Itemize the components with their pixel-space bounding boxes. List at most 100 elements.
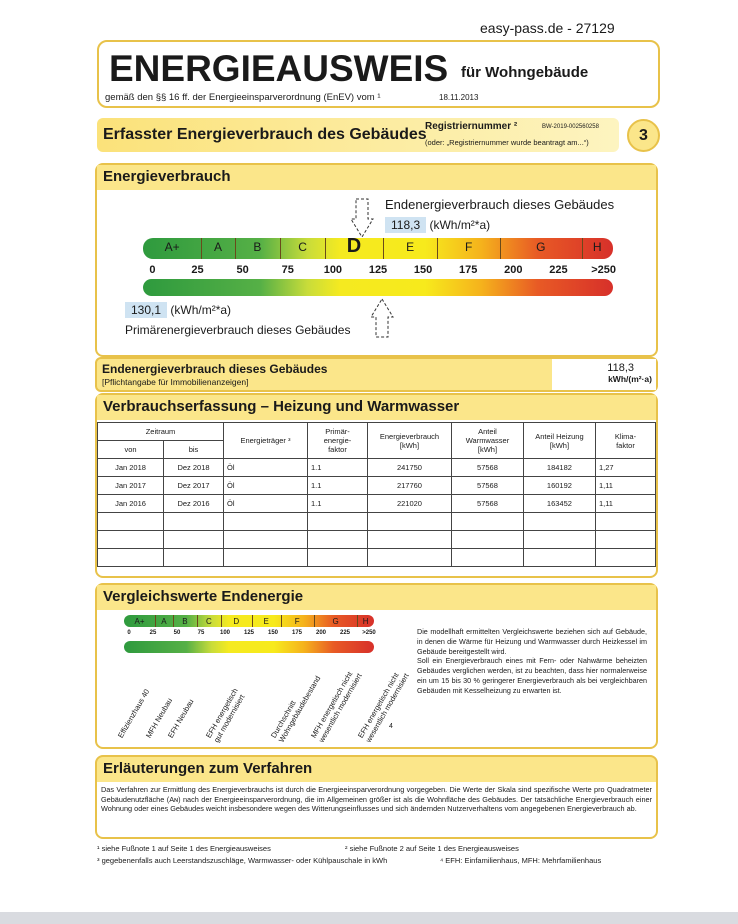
table-cell [522,530,596,549]
table-cell [306,530,368,549]
class-label-E: E [263,617,269,626]
table-cell: Dez 2018 [163,458,224,477]
end-energy-row: Endenergieverbrauch dieses Gebäudes [Pfl… [95,357,658,392]
table-cell [163,512,224,531]
scale-tick: >250 [362,630,376,636]
end-energy-unit: (kWh/m²*a) [429,218,491,232]
scale-tick: 50 [236,264,249,276]
class-label-A: A [161,617,167,626]
scale-tick: 125 [243,630,255,636]
table-cell [97,530,164,549]
primary-energy-label: Primärenergieverbrauch dieses Gebäudes [125,323,351,337]
scale-tick: 200 [315,630,327,636]
document-reference: easy-pass.de - 27129 [480,20,615,36]
scale-tick: 175 [459,264,478,276]
explanation-panel: Erläuterungen zum Verfahren Das Verfahre… [95,755,658,839]
registration-number: BW-2019-002560258 [542,124,599,130]
energy-scale-ticks: 0 25 50 75 100 125 150 175 200 225 >250 [143,264,616,278]
footnote-2: ² siehe Fußnote 2 auf Seite 1 des Energi… [345,844,519,853]
footnote-4: ⁴ EFH: Einfamilienhaus, MFH: Mehrfamilie… [440,856,602,865]
end-energy-row-unit: kWh/(m²·a) [608,374,652,384]
section-header: Erfasster Energieverbrauch des Gebäudes … [97,118,619,152]
table-cell [522,512,596,531]
table-cell: 184182 [522,458,596,477]
table-cell [163,530,224,549]
energy-class-bar: A+ A B C D E F G H [143,235,613,259]
scale-tick: 175 [291,630,303,636]
header-carrier: Energieträger ³ [223,422,308,459]
table-cell [163,548,224,567]
comparison-label: EFH energetisch nicht wesentlich moderni… [356,671,411,744]
table-cell [97,512,164,531]
table-cell [366,512,452,531]
table-row: Jan 2018 Dez 2018 Öl 1.1 241750 57568 184182 1,… [97,458,657,477]
registration-label: Registriernummer ² [425,121,518,132]
table-row [97,548,657,567]
table-row: Jan 2017 Dez 2017 Öl 1.1 217760 57568 160192 1,… [97,476,657,495]
class-label-H: H [362,617,369,626]
comparison-text-2: Soll ein Energieverbrauch eines mit Fern… [417,656,647,695]
table-cell: 1,11 [594,476,657,495]
end-energy-row-note: [Pflichtangabe für Immobilienanzeigen] [102,377,249,387]
energy-consumption-panel: Energieverbrauch Endenergieverbrauch die… [95,163,658,357]
class-divider [280,238,282,259]
class-divider [220,615,222,627]
class-label-B: B [253,240,262,254]
footnote-1: ¹ siehe Fußnote 1 auf Seite 1 des Energi… [97,844,271,853]
class-divider [500,238,502,259]
table-cell [450,530,524,549]
scale-tick: 150 [413,264,433,276]
scale-tick: 225 [549,264,568,276]
table-cell [306,512,368,531]
class-label-H: H [592,240,602,254]
class-label-D: D [346,235,362,257]
primary-energy-arrow-icon [370,298,394,338]
table-cell [594,512,657,531]
end-energy-label: Endenergieverbrauch dieses Gebäudes [385,197,615,212]
class-label-Aplus: A+ [134,617,145,626]
table-cell: Öl [223,494,308,513]
header-pef: Primär- energie- faktor [306,422,368,459]
table-cell [366,548,452,567]
scale-tick: 75 [197,630,205,636]
table-cell: 163452 [522,494,596,513]
table-cell: Dez 2016 [163,494,224,513]
class-label-Aplus: A+ [164,240,180,254]
energy-panel-title: Energieverbrauch [97,165,656,190]
class-divider [314,615,315,627]
class-label-G: G [332,617,339,626]
class-label-F: F [294,617,300,626]
table-cell: Jan 2016 [97,494,164,513]
footnote-3: ³ gegebenenfalls auch Leerstandszuschläg… [97,856,388,865]
class-label-E: E [406,240,415,254]
enev-reference: gemäß den §§ 16 ff. der Energieeinsparve… [105,92,381,103]
header-climate: Klima- faktor [594,422,657,459]
explanation-text: Das Verfahren zur Ermittlung des Energie… [101,785,652,814]
class-divider [172,615,174,627]
end-energy-value: 118,3 [385,217,427,233]
class-divider [280,615,282,627]
class-divider [197,615,198,627]
table-cell: Jan 2017 [97,476,164,495]
comparison-gradient-bar [124,641,374,653]
class-label-C: C [298,240,307,254]
table-cell [450,512,524,531]
enev-date: 18.11.2013 [439,93,479,102]
scale-tick: 150 [267,630,279,636]
end-energy-arrow-icon [350,198,374,238]
header-warm-water: Anteil Warmwasser [kWh] [450,422,524,459]
table-cell: 1.1 [306,476,368,495]
table-cell [97,548,164,567]
consumption-panel: Verbrauchserfassung – Heizung und Warmwa… [95,393,658,578]
consumption-title: Verbrauchserfassung – Heizung und Warmwa… [97,395,656,420]
class-label-A: A [213,240,222,254]
comparison-scale-ticks: 0 25 50 75 100 125 150 175 200 225 >250 [124,630,376,640]
class-label-G: G [536,240,546,254]
class-divider [581,238,583,259]
header-use: Energieverbrauch [kWh] [366,422,452,459]
primary-energy-unit: (kWh/m²*a) [170,303,232,317]
header-box: ENERGIEAUSWEIS für Wohngebäude gemäß den… [97,40,660,108]
table-cell: 1.1 [306,494,368,513]
scale-tick: 0 [127,630,131,636]
table-cell [223,512,308,531]
